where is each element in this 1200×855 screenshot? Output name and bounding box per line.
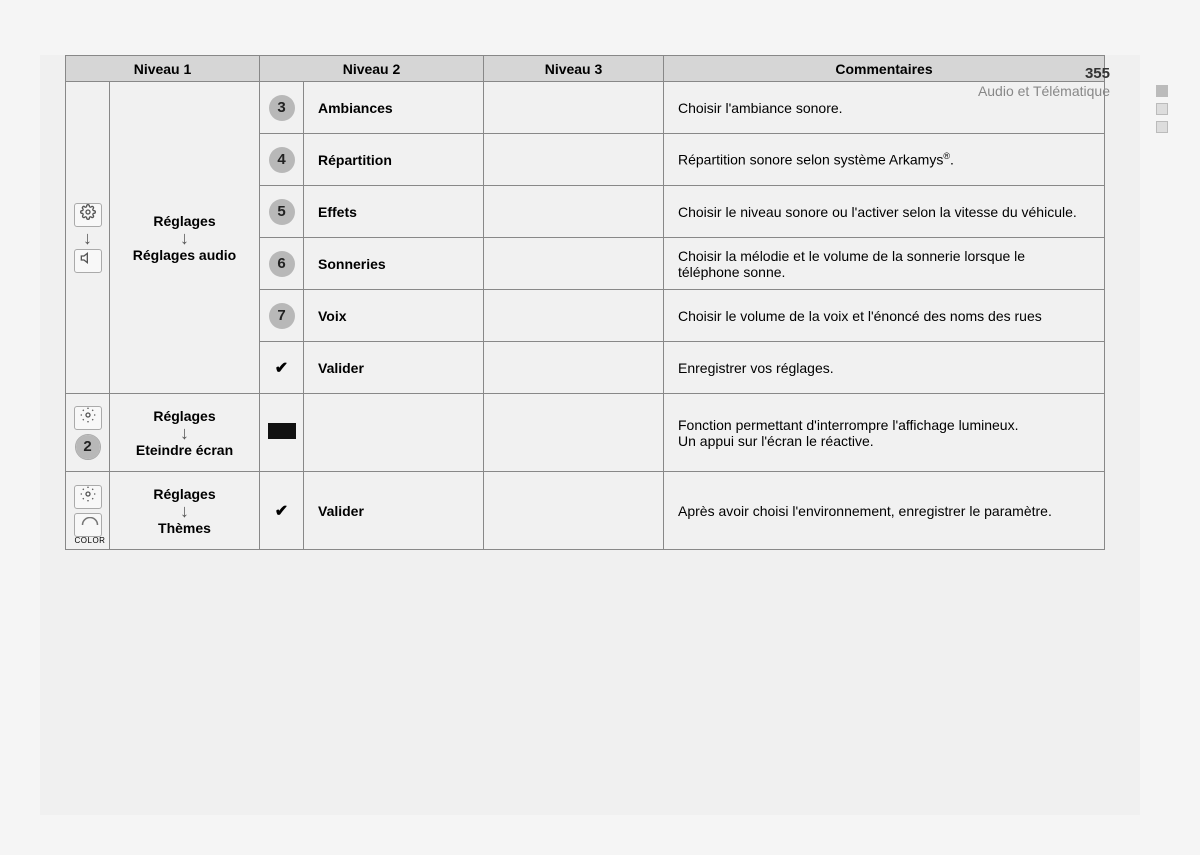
table-row: COLOR Réglages ↓ Thèmes ✔ Valider Après … <box>66 472 1105 550</box>
check-icon: ✔ <box>275 360 288 377</box>
level2-badge <box>260 394 304 472</box>
level3-cell <box>484 238 664 290</box>
header-niveau3: Niveau 3 <box>484 56 664 82</box>
level2-badge: ✔ <box>260 342 304 394</box>
level2-label: Sonneries <box>304 238 484 290</box>
arrow-down-icon: ↓ <box>153 504 215 518</box>
gear-icon <box>74 203 102 227</box>
level2-label <box>304 394 484 472</box>
table-header-row: Niveau 1 Niveau 2 Niveau 3 Commentaires <box>66 56 1105 82</box>
level3-cell <box>484 342 664 394</box>
level3-cell <box>484 134 664 186</box>
level2-label: Répartition <box>304 134 484 186</box>
page-number: 355 <box>1085 65 1110 82</box>
level2-label: Effets <box>304 186 484 238</box>
level1-icons: 2 <box>66 394 110 472</box>
level2-label: Voix <box>304 290 484 342</box>
level2-badge: 4 <box>260 134 304 186</box>
level3-cell <box>484 82 664 134</box>
arrow-down-icon: ↓ <box>133 231 236 245</box>
arrow-down-icon: ↓ <box>136 426 233 440</box>
level1-path: Réglages ↓ Réglages audio <box>110 82 260 394</box>
level3-cell <box>484 394 664 472</box>
header-comments: Commentaires <box>664 56 1105 82</box>
comment-cell: Fonction permettant d'interrompre l'affi… <box>664 394 1105 472</box>
color-theme-icon: COLOR <box>74 513 102 537</box>
header-niveau2: Niveau 2 <box>260 56 484 82</box>
comment-cell: Répartition sonore selon système Arkamys… <box>664 134 1105 186</box>
comment-cell: Choisir le volume de la voix et l'énoncé… <box>664 290 1105 342</box>
level1-path: Réglages ↓ Thèmes <box>110 472 260 550</box>
header-niveau1: Niveau 1 <box>66 56 260 82</box>
table-row: ↓ Réglages ↓ Réglages audio 3 Ambiances <box>66 82 1105 134</box>
level2-label: Valider <box>304 342 484 394</box>
number-badge-2: 2 <box>75 434 101 460</box>
table-row: 2 Réglages ↓ Eteindre écran Fonction per… <box>66 394 1105 472</box>
level3-cell <box>484 290 664 342</box>
level3-cell <box>484 472 664 550</box>
gear-icon <box>74 406 102 430</box>
arrow-down-icon: ↓ <box>66 231 109 245</box>
comment-cell: Choisir le niveau sonore ou l'activer se… <box>664 186 1105 238</box>
level2-badge: 6 <box>260 238 304 290</box>
check-icon: ✔ <box>275 503 288 520</box>
document-page: 355 Audio et Télématique Niveau 1 Niveau… <box>40 55 1140 815</box>
breadcrumb: Audio et Télématique <box>978 83 1110 99</box>
level2-label: Ambiances <box>304 82 484 134</box>
speaker-icon <box>74 249 102 273</box>
comment-cell: Choisir la mélodie et le volume de la so… <box>664 238 1105 290</box>
level2-badge: 5 <box>260 186 304 238</box>
level1-icons: ↓ <box>66 82 110 394</box>
menu-structure-table: Niveau 1 Niveau 2 Niveau 3 Commentaires … <box>65 55 1105 550</box>
level1-icons: COLOR <box>66 472 110 550</box>
side-nav-markers <box>1156 85 1168 139</box>
comment-cell: Après avoir choisi l'environnement, enre… <box>664 472 1105 550</box>
comment-cell: Enregistrer vos réglages. <box>664 342 1105 394</box>
screen-off-icon <box>268 423 296 439</box>
level2-badge: ✔ <box>260 472 304 550</box>
level2-badge: 3 <box>260 82 304 134</box>
level2-label: Valider <box>304 472 484 550</box>
level1-path: Réglages ↓ Eteindre écran <box>110 394 260 472</box>
level3-cell <box>484 186 664 238</box>
gear-icon <box>74 485 102 509</box>
level2-badge: 7 <box>260 290 304 342</box>
